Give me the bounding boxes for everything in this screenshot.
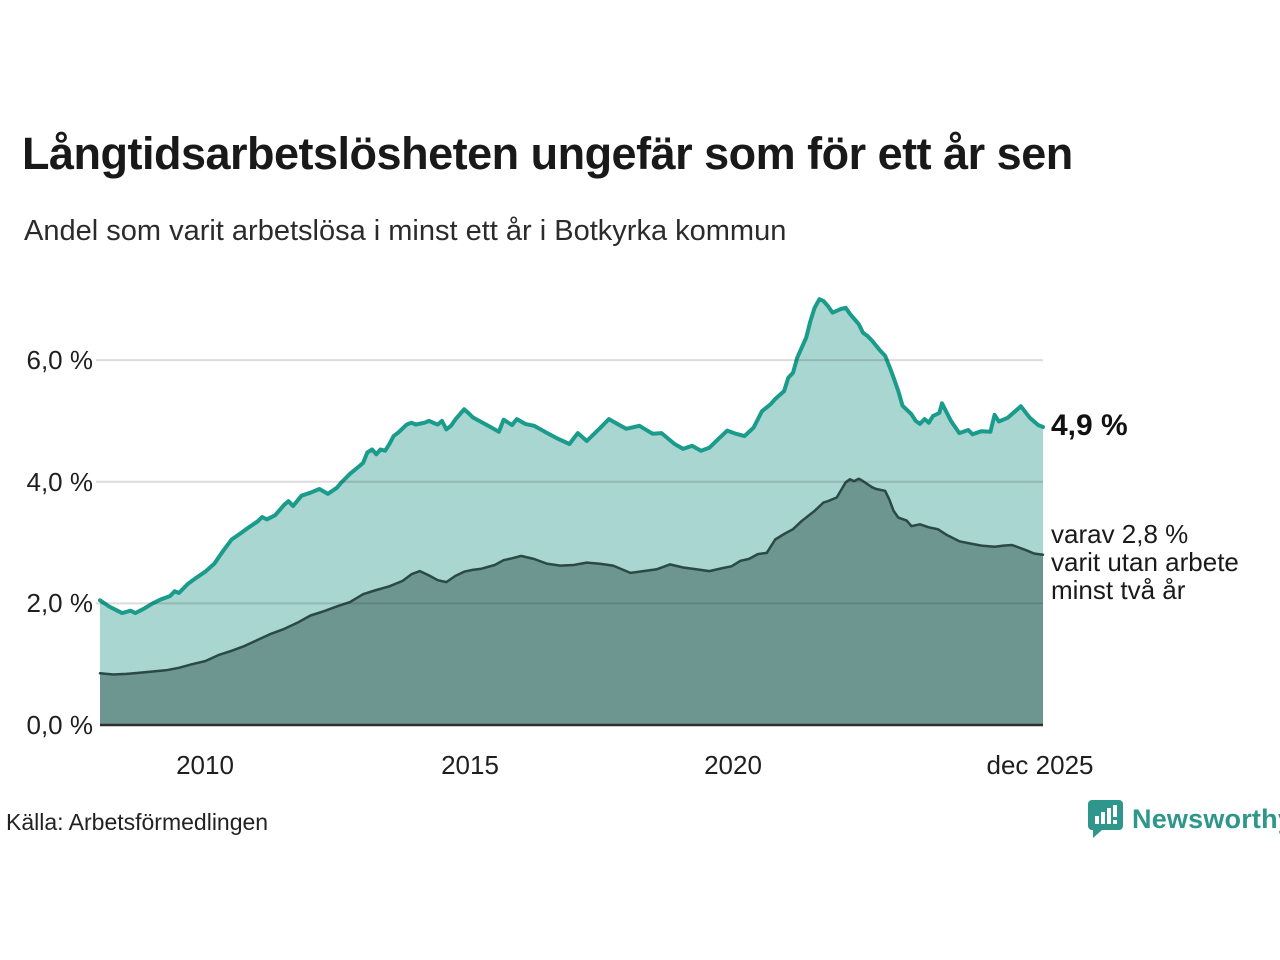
- two-year-annotation-line2: varit utan arbete: [1051, 547, 1239, 577]
- x-tick-2020: 2020: [704, 750, 762, 780]
- two-year-annotation: varav 2,8 % varit utan arbete minst två …: [1051, 520, 1239, 604]
- x-tick-2010: 2010: [176, 750, 234, 780]
- two-year-annotation-line3: minst två år: [1051, 575, 1186, 605]
- y-tick-0: 0,0 %: [26, 710, 94, 740]
- source-caption: Källa: Arbetsförmedlingen: [6, 809, 269, 835]
- gridlines: [96, 359, 1043, 605]
- y-tick-2: 2,0 %: [26, 588, 94, 618]
- two-year-annotation-line1: varav 2,8 %: [1051, 519, 1189, 549]
- page-title: Långtidsarbetslösheten ungefär som för e…: [22, 128, 1073, 179]
- total-end-value-label: 4,9 %: [1051, 409, 1128, 442]
- page-subtitle: Andel som varit arbetslösa i minst ett å…: [24, 215, 787, 247]
- x-tick-dec-2025: dec 2025: [986, 750, 1094, 780]
- newsworthy-brand: Newsworthy: [1087, 799, 1280, 839]
- x-tick-2015: 2015: [441, 750, 499, 780]
- y-tick-4: 4,0 %: [26, 467, 94, 497]
- y-tick-6: 6,0 %: [26, 345, 94, 375]
- newsworthy-logo-text: Newsworthy: [1132, 803, 1280, 834]
- area-two-years: [100, 478, 1043, 725]
- line-two-years: [98, 477, 1045, 676]
- line-total-one-year: [98, 297, 1045, 616]
- newsworthy-logo-icon: [1088, 800, 1123, 838]
